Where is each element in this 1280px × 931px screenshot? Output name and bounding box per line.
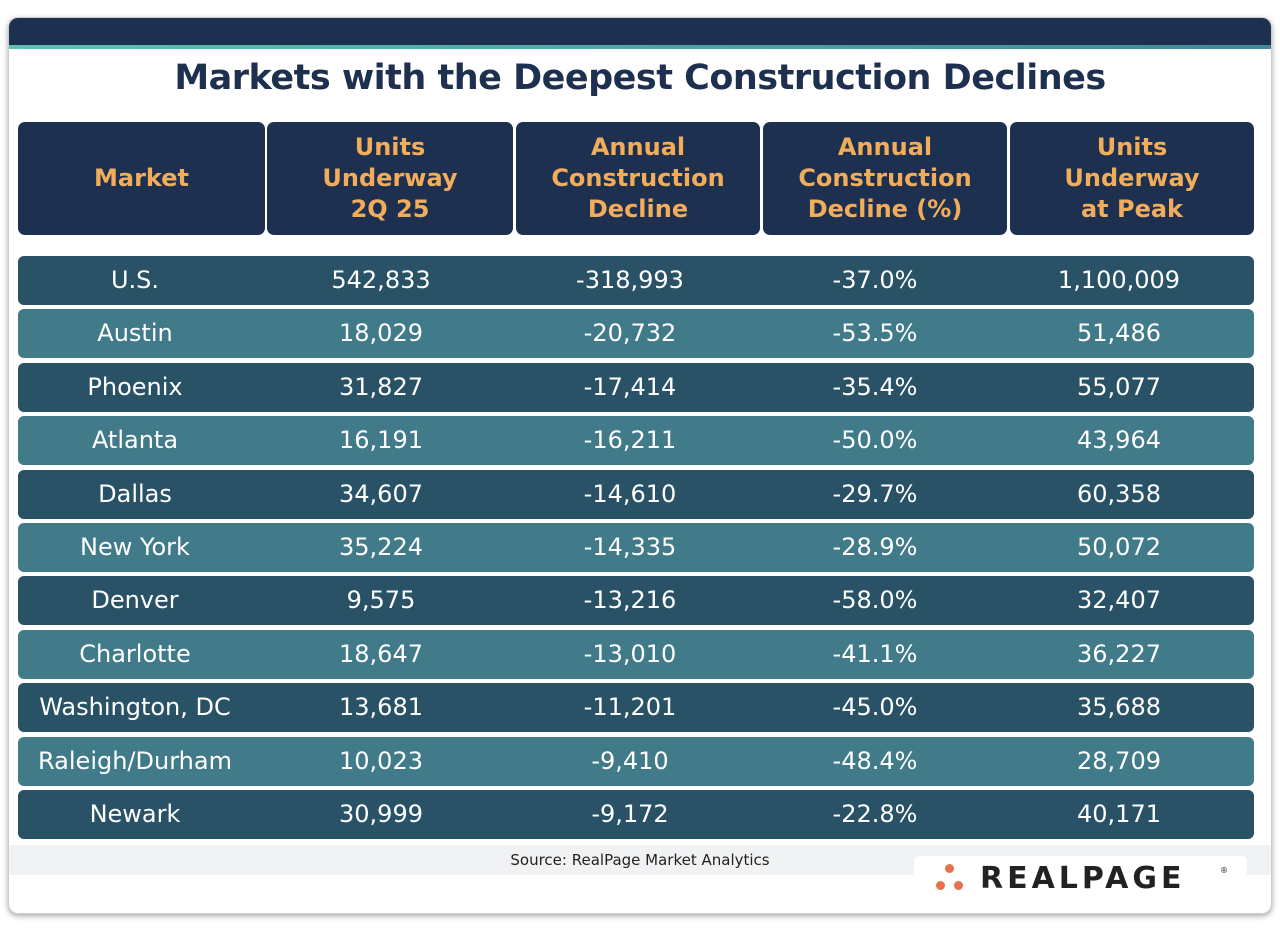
registered-mark: ® [1220, 866, 1228, 875]
table-row: Raleigh/Durham 10,023 -9,410 -48.4% 28,709 [18, 736, 1254, 786]
table-row: Atlanta 16,191 -16,211 -50.0% 43,964 [18, 416, 1254, 466]
cell-annual-decline: -20,732 [583, 319, 677, 348]
cell-units-at-peak: 1,100,009 [1057, 266, 1181, 294]
cell-market: Denver [91, 586, 179, 615]
cell-market: Austin [97, 319, 173, 348]
cell-units-underway: 13,681 [339, 693, 423, 722]
header-units-at-peak: Units Underway at Peak [1010, 122, 1254, 235]
table-row: Newark 30,999 -9,172 -22.8% 40,171 [18, 790, 1254, 839]
cell-market: Raleigh/Durham [38, 746, 232, 775]
cell-units-at-peak: 32,407 [1077, 586, 1161, 615]
top-bar-accent [9, 45, 1271, 49]
table-row: Dallas 34,607 -14,610 -29.7% 60,358 [18, 469, 1254, 519]
cell-annual-decline: -318,993 [576, 266, 684, 294]
cell-market: Washington, DC [39, 693, 231, 722]
logo-dot-icon [936, 881, 945, 890]
cell-units-underway: 10,023 [339, 746, 423, 775]
cell-market: Newark [89, 800, 181, 828]
chart-title: Markets with the Deepest Construction De… [174, 58, 1106, 98]
cell-units-at-peak: 28,709 [1077, 746, 1161, 775]
cell-units-at-peak: 40,171 [1077, 800, 1161, 828]
cell-units-underway: 9,575 [346, 586, 416, 615]
cell-annual-decline: -17,414 [583, 372, 677, 401]
cell-units-underway: 16,191 [339, 426, 423, 455]
header-market-label: Market [94, 164, 189, 192]
logo-dot-icon [945, 864, 954, 873]
cell-annual-decline-pct: -45.0% [832, 693, 918, 722]
cell-units-underway: 18,647 [339, 639, 423, 668]
header-market: Market [18, 122, 265, 235]
cell-annual-decline: -13,010 [583, 639, 677, 668]
cell-units-underway: 31,827 [339, 372, 423, 401]
cell-annual-decline-pct: -29.7% [832, 479, 918, 508]
cell-annual-decline-pct: -37.0% [832, 266, 918, 294]
table-row: U.S. 542,833 -318,993 -37.0% 1,100,009 [18, 256, 1254, 305]
header-annual-decline-pct: Annual Construction Decline (%) [763, 122, 1007, 235]
cell-units-at-peak: 36,227 [1077, 639, 1161, 668]
cell-annual-decline-pct: -58.0% [832, 586, 918, 615]
header-units-at-peak-label: Units Underway at Peak [1064, 133, 1200, 223]
cell-annual-decline-pct: -53.5% [832, 319, 918, 348]
realpage-logo: REALPAGE ® [914, 856, 1247, 906]
cell-units-underway: 30,999 [339, 800, 423, 828]
infographic-card: Markets with the Deepest Construction De… [8, 17, 1272, 914]
cell-market: Charlotte [79, 639, 191, 668]
cell-annual-decline-pct: -28.9% [832, 533, 918, 561]
logo-wordmark: REALPAGE [980, 861, 1186, 896]
cell-units-at-peak: 55,077 [1077, 372, 1161, 401]
cell-annual-decline: -14,335 [583, 533, 677, 561]
cell-units-underway: 542,833 [331, 266, 431, 294]
cell-units-at-peak: 51,486 [1077, 319, 1161, 348]
header-units-underway: Units Underway 2Q 25 [267, 122, 513, 235]
table-row: Charlotte 18,647 -13,010 -41.1% 36,227 [18, 629, 1254, 679]
cell-annual-decline: -16,211 [583, 426, 677, 455]
header-annual-decline-label: Annual Construction Decline [551, 133, 725, 223]
cell-annual-decline-pct: -50.0% [832, 426, 918, 455]
cell-annual-decline-pct: -35.4% [832, 372, 918, 401]
cell-market: Phoenix [87, 372, 183, 401]
cell-units-underway: 35,224 [339, 533, 423, 561]
cell-annual-decline: -9,410 [591, 746, 669, 775]
cell-market: U.S. [110, 266, 160, 294]
cell-units-at-peak: 50,072 [1077, 533, 1161, 561]
top-bar [9, 18, 1271, 45]
cell-market: Dallas [98, 479, 172, 508]
cell-annual-decline-pct: -48.4% [832, 746, 918, 775]
table-row: New York 35,224 -14,335 -28.9% 50,072 [18, 523, 1254, 572]
table-row: Denver 9,575 -13,216 -58.0% 32,407 [18, 576, 1254, 626]
table-row: Austin 18,029 -20,732 -53.5% 51,486 [18, 309, 1254, 359]
cell-units-underway: 34,607 [339, 479, 423, 508]
header-annual-decline-pct-label: Annual Construction Decline (%) [798, 133, 972, 223]
table-row: Washington, DC 13,681 -11,201 -45.0% 35,688 [18, 683, 1254, 733]
cell-units-underway: 18,029 [339, 319, 423, 348]
cell-units-at-peak: 43,964 [1077, 426, 1161, 455]
cell-units-at-peak: 60,358 [1077, 479, 1161, 508]
cell-units-at-peak: 35,688 [1077, 693, 1161, 722]
cell-annual-decline: -13,216 [583, 586, 677, 615]
cell-market: Atlanta [91, 426, 179, 455]
header-annual-decline: Annual Construction Decline [516, 122, 760, 235]
logo-dot-icon [954, 881, 963, 890]
table-row: Phoenix 31,827 -17,414 -35.4% 55,077 [18, 362, 1254, 412]
cell-market: New York [80, 533, 190, 561]
cell-annual-decline: -14,610 [583, 479, 677, 508]
cell-annual-decline: -9,172 [591, 800, 669, 828]
source-note: Source: RealPage Market Analytics [510, 851, 770, 869]
cell-annual-decline-pct: -41.1% [832, 639, 918, 668]
cell-annual-decline: -11,201 [583, 693, 677, 722]
header-units-underway-label: Units Underway 2Q 25 [322, 133, 458, 223]
cell-annual-decline-pct: -22.8% [832, 800, 918, 828]
